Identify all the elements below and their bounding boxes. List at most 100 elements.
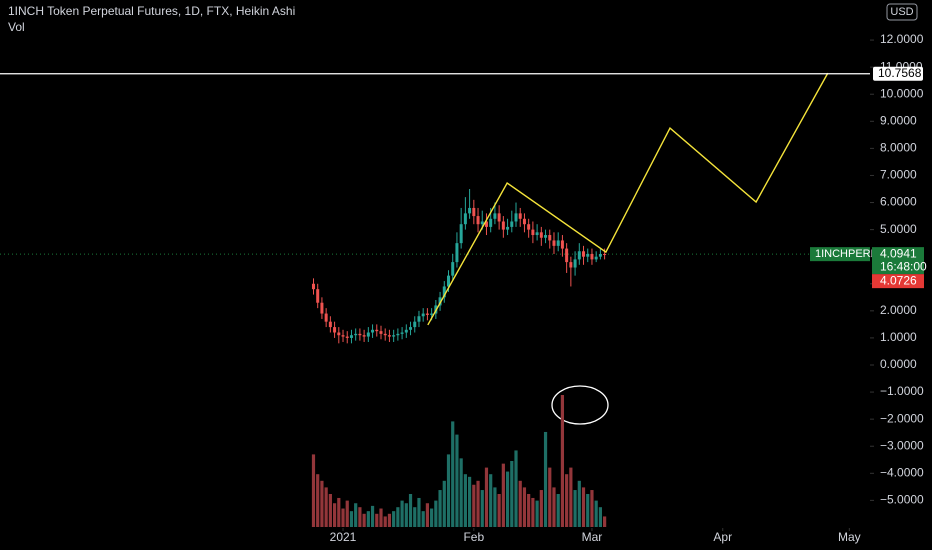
volume-bar <box>316 474 320 527</box>
x-tick-label: May <box>838 530 861 544</box>
candle-body <box>337 332 341 336</box>
candle-body <box>468 207 472 214</box>
volume-bar <box>556 494 560 527</box>
volume-bar <box>497 494 501 527</box>
candle-body <box>586 253 590 257</box>
second-price-label: 4.0726 <box>880 273 917 287</box>
y-tick-label: 7.0000 <box>880 168 917 182</box>
volume-bar <box>421 511 425 527</box>
volume-bar <box>379 508 383 527</box>
candle-body <box>459 224 463 244</box>
candle-body <box>569 262 573 268</box>
volume-bar <box>472 484 476 527</box>
candle-body <box>354 333 358 336</box>
candle-body <box>320 302 324 314</box>
volume-bar <box>548 467 552 527</box>
y-tick-label: 12.0000 <box>880 32 924 46</box>
volume-bar <box>598 507 602 527</box>
volume-bar <box>510 461 514 527</box>
currency-badge <box>886 3 918 21</box>
volume-bar <box>349 511 354 527</box>
candle-body <box>510 221 514 227</box>
candle-body <box>396 333 400 336</box>
circle-annotation <box>551 385 609 425</box>
volume-bar <box>531 497 535 527</box>
volume-bar <box>332 503 337 527</box>
candle-body <box>552 240 556 246</box>
volume-bar <box>438 490 442 527</box>
volume-bar <box>413 507 417 527</box>
y-tick-label: 1.0000 <box>880 330 917 344</box>
y-tick-label: −3.0000 <box>880 438 924 452</box>
candle-body <box>442 286 446 298</box>
candle-body <box>425 313 429 315</box>
volume-bar <box>396 507 400 527</box>
candle-body <box>345 336 349 338</box>
candle-body <box>573 259 577 268</box>
volume-bar <box>543 431 548 527</box>
volume-bar <box>417 497 421 527</box>
volume-bar <box>463 474 467 527</box>
candle-body <box>328 321 332 328</box>
volume-bar <box>480 490 484 527</box>
candle-body <box>316 289 320 303</box>
candle-body <box>560 240 564 249</box>
last-price-badge <box>872 247 924 275</box>
volume-bar <box>345 500 349 527</box>
y-tick-label: −5.0000 <box>880 493 924 507</box>
candle-body <box>358 333 362 336</box>
x-tick-label: 2021 <box>330 530 357 544</box>
candle-body <box>383 333 387 336</box>
candle-body <box>375 329 379 332</box>
candle-body <box>409 327 413 330</box>
candle-body <box>594 256 598 260</box>
candle-body <box>413 321 417 328</box>
volume-bar <box>489 474 493 527</box>
candle-body <box>539 232 543 238</box>
candle-body <box>421 313 425 317</box>
countdown-label: 16:48:00 <box>880 259 927 273</box>
volume-bar <box>446 454 451 527</box>
volume-bar <box>581 487 586 527</box>
volume-bar <box>354 503 358 527</box>
volume-bar <box>392 511 396 527</box>
volume-bar <box>328 494 332 527</box>
currency-label: USD <box>890 6 913 18</box>
candle-body <box>493 213 497 219</box>
candle-body <box>518 213 522 219</box>
candle-body <box>455 243 459 263</box>
y-tick-label: 0.0000 <box>880 357 917 371</box>
candle-body <box>527 224 531 230</box>
volume-bar <box>337 497 341 527</box>
candle-body <box>548 235 552 241</box>
y-tick-label: 8.0000 <box>880 141 917 155</box>
candle-body <box>438 297 442 306</box>
candle-body <box>476 216 480 225</box>
volume-bar <box>590 490 594 527</box>
candle-body <box>371 329 375 333</box>
candle-body <box>392 335 396 337</box>
candle-body <box>497 213 501 222</box>
candle-body <box>590 253 594 260</box>
volume-bar <box>451 421 455 527</box>
y-tick-label: 6.0000 <box>880 195 917 209</box>
symbol-label: 1INCHPERP <box>815 248 878 260</box>
volume-bar <box>320 480 324 527</box>
candle-body <box>472 207 476 217</box>
candle-body <box>430 313 434 315</box>
volume-bar <box>430 508 434 527</box>
candle-body <box>366 332 370 337</box>
volume-bar <box>455 434 459 527</box>
candle-body <box>451 262 455 276</box>
candle-body <box>349 335 353 338</box>
volume-bar <box>362 513 366 527</box>
candle-body <box>556 240 560 246</box>
symbol-badge <box>810 247 870 262</box>
candle-body <box>362 335 366 337</box>
last-price-label: 4.0941 <box>880 246 917 260</box>
volume-bar <box>400 500 404 527</box>
volume-bar <box>358 507 362 527</box>
candle-body <box>324 313 328 322</box>
